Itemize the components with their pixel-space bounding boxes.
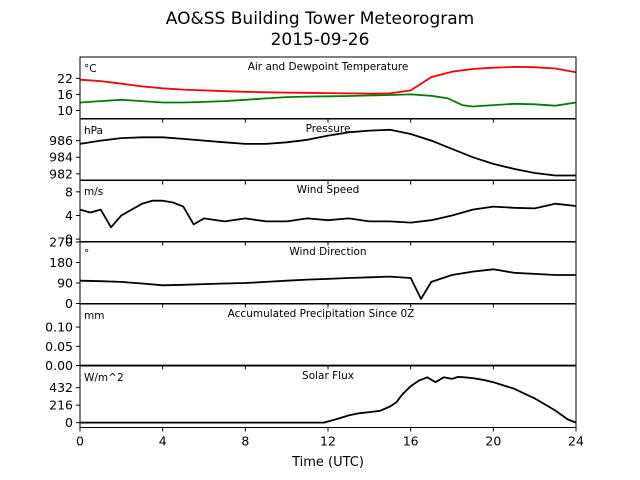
xtick-label-2: 8 (241, 434, 249, 449)
wspd-unit-label: m/s (84, 186, 103, 198)
temp-ytick-label-0: 10 (57, 103, 73, 118)
xtick-label-4: 16 (403, 434, 419, 449)
prec-ytick-label-1: 0.05 (45, 339, 73, 354)
wdir-ytick-label-2: 180 (49, 255, 73, 270)
xtick-label-3: 12 (320, 434, 336, 449)
pres-ytick-label-2: 986 (49, 133, 73, 148)
wspd-ytick-label-0: 0 (65, 232, 73, 247)
temp-series-0-line (79, 66, 577, 95)
solar-panel-title: Solar Flux (302, 370, 354, 382)
wspd-ytick-label-2: 8 (65, 184, 73, 199)
prec-ytick-label-2: 0.10 (45, 320, 73, 335)
xtick-label-0: 0 (76, 434, 84, 449)
pres-panel-title: Pressure (306, 123, 351, 135)
solar-series-0-line (80, 375, 577, 424)
wspd-ytick-label-1: 4 (65, 208, 73, 223)
xtick-label-6: 24 (568, 434, 584, 449)
prec-panel-title: Accumulated Precipitation Since 0Z (228, 308, 415, 320)
solar-ytick-label-1: 216 (49, 398, 73, 413)
temp-panel-title: Air and Dewpoint Temperature (248, 61, 409, 73)
solar-ytick-label-2: 432 (49, 380, 73, 395)
solar-ytick-label-0: 0 (65, 415, 73, 430)
temp-series-1-line (79, 93, 577, 108)
wspd-panel-title: Wind Speed (297, 184, 360, 196)
wspd-series-0-line (79, 199, 577, 229)
wdir-ytick-label-0: 0 (65, 296, 73, 311)
solar-unit-label: W/m^2 (84, 372, 124, 384)
pres-unit-label: hPa (84, 125, 103, 137)
pres-series-0-line (79, 128, 576, 177)
wdir-panel-title: Wind Direction (289, 246, 366, 258)
figure-title: AO&SS Building Tower Meteorogram (166, 9, 474, 29)
pres-ytick-label-0: 982 (49, 166, 73, 181)
xtick-label-1: 4 (159, 434, 167, 449)
wdir-unit-label: ° (84, 248, 89, 260)
temp-unit-label: °C (84, 63, 97, 75)
prec-ytick-label-0: 0.00 (45, 358, 73, 373)
temp-ytick-label-1: 16 (57, 87, 73, 102)
xtick-label-5: 20 (485, 434, 501, 449)
wdir-ytick-label-1: 90 (57, 276, 73, 291)
wdir-ytick-label-3: 270 (49, 235, 73, 250)
figure-date: 2015-09-26 (271, 30, 370, 50)
x-axis-label: Time (UTC) (291, 455, 364, 470)
prec-unit-label: mm (84, 310, 104, 322)
wdir-series-0-line (79, 268, 576, 300)
pres-ytick-label-1: 984 (49, 150, 73, 165)
temp-ytick-label-2: 22 (57, 71, 73, 86)
